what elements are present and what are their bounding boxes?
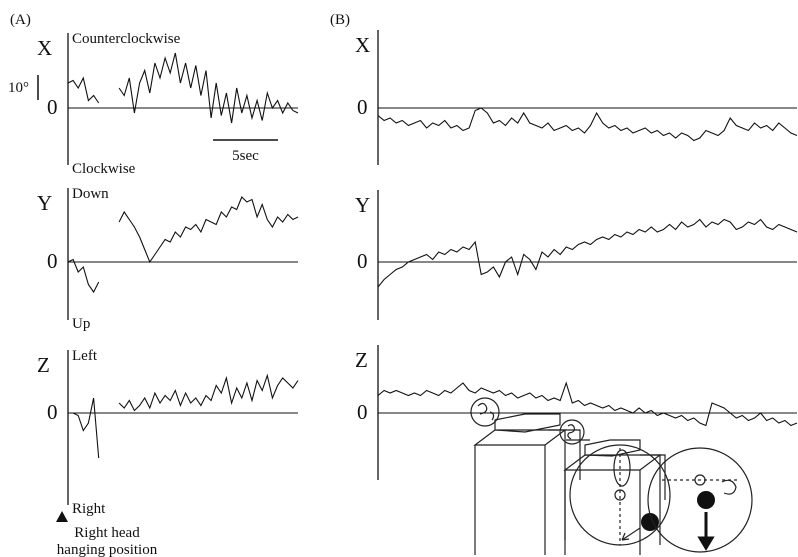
- trace: [377, 381, 798, 427]
- panel-label: (A): [10, 12, 31, 28]
- panel-label: (B): [330, 12, 350, 28]
- axis-name: X: [355, 33, 370, 57]
- axis-name: Y: [37, 191, 52, 215]
- trace: [377, 218, 798, 288]
- caption: hanging position: [57, 542, 158, 557]
- axis-name: Z: [355, 348, 368, 372]
- trace: [377, 107, 798, 142]
- axis-name: X: [37, 36, 52, 60]
- direction-label: Clockwise: [72, 161, 136, 177]
- zero-label: 0: [357, 400, 368, 424]
- setup-sketch-a: [470, 397, 671, 555]
- direction-label: Right: [72, 501, 106, 517]
- direction-label: Counterclockwise: [72, 31, 181, 47]
- zero-label: 0: [357, 95, 368, 119]
- axis-name: Y: [355, 193, 370, 217]
- trace: [68, 373, 299, 459]
- zero-label: 0: [47, 95, 58, 119]
- trace: [67, 52, 299, 124]
- axis-name: Z: [37, 353, 50, 377]
- caption: Right head: [74, 525, 140, 541]
- zero-label: 0: [47, 400, 58, 424]
- direction-label: Down: [72, 186, 109, 202]
- arrow-marker: [56, 511, 68, 522]
- time-label: 5sec: [232, 148, 259, 164]
- zero-label: 0: [357, 249, 368, 273]
- direction-label: Left: [72, 348, 98, 364]
- zero-label: 0: [47, 249, 58, 273]
- direction-label: Up: [72, 316, 90, 332]
- setup-sketch-b: [559, 419, 753, 555]
- trace: [67, 196, 299, 294]
- scale-label: 10°: [8, 80, 29, 96]
